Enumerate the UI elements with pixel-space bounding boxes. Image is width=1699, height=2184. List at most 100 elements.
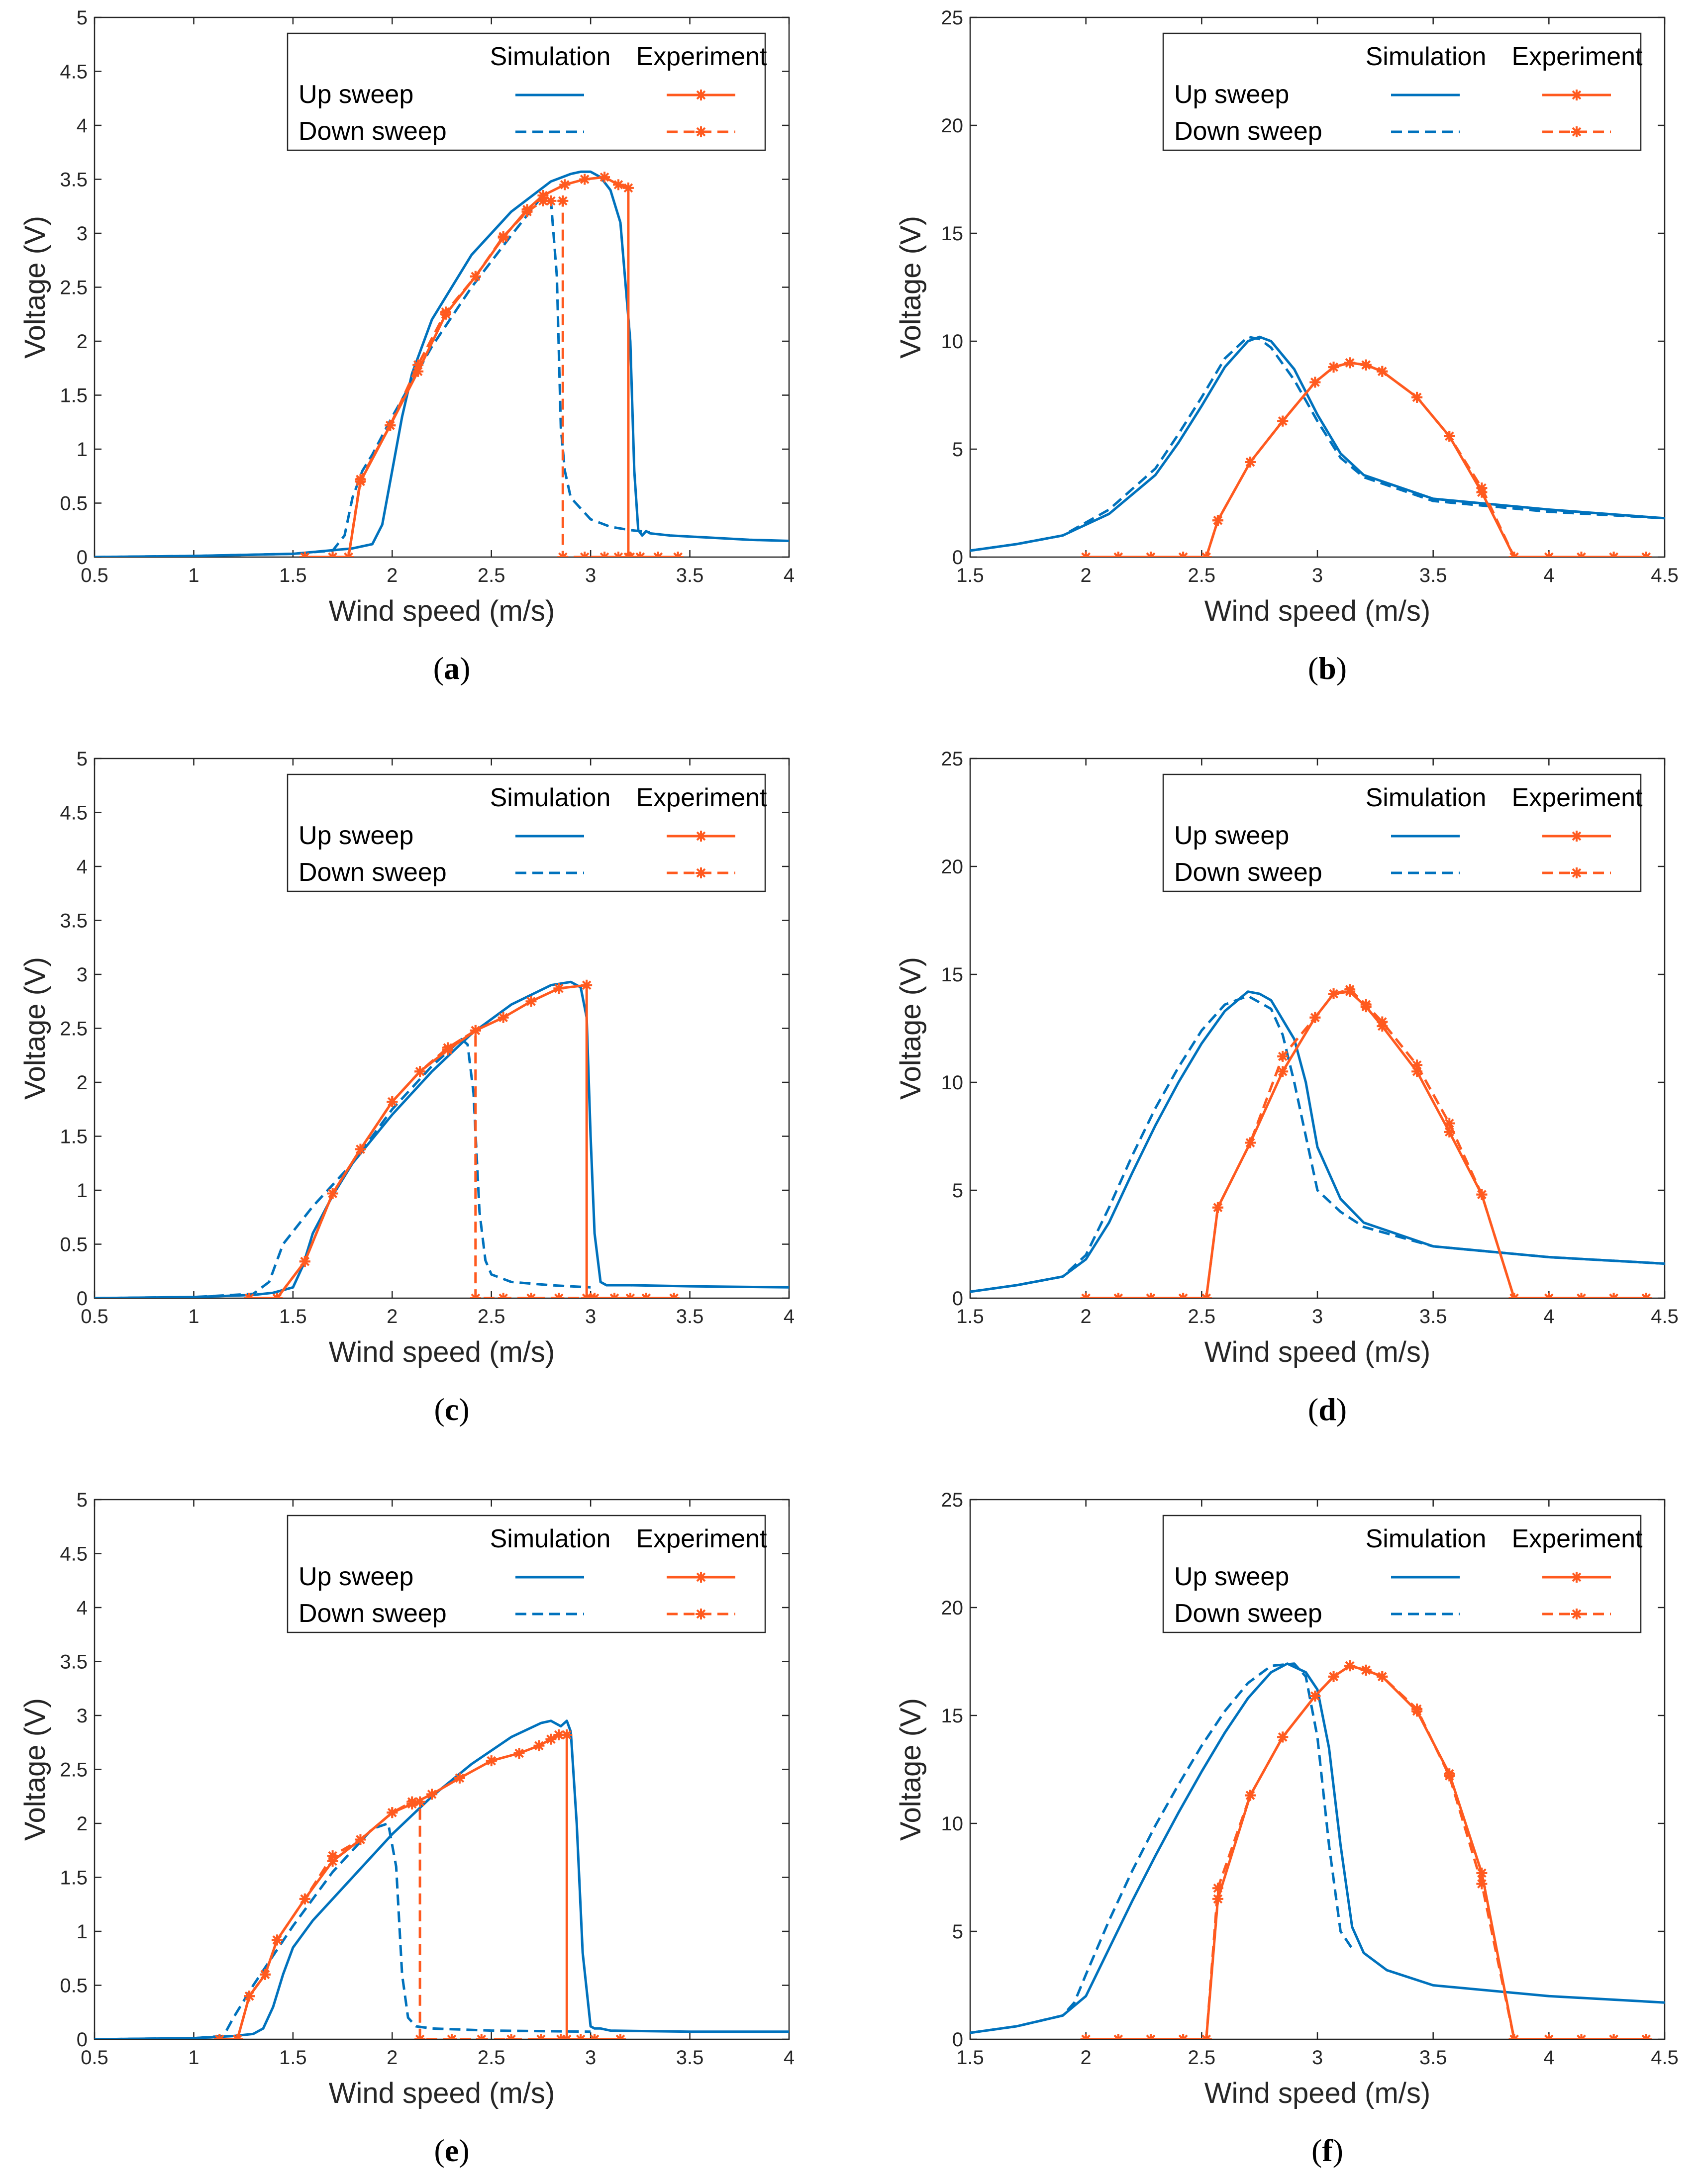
- x-tick-label: 3: [1312, 1306, 1323, 1328]
- panel-caption-d: (d): [1308, 1392, 1347, 1427]
- caption-letter: e: [445, 2133, 459, 2168]
- y-tick-label: 5: [77, 748, 88, 770]
- y-tick-label: 2.5: [60, 277, 88, 299]
- data-point-marker: [412, 359, 424, 371]
- series-line: [970, 990, 1665, 1293]
- y-tick-label: 3.5: [60, 1651, 88, 1673]
- y-tick-label: 5: [952, 1921, 963, 1943]
- legend-label-down-sweep: Down sweep: [299, 117, 447, 146]
- legend-label-down-sweep: Down sweep: [1174, 1599, 1322, 1628]
- x-tick-label: 4: [1543, 2047, 1554, 2069]
- data-point-marker: [1543, 552, 1555, 557]
- y-tick-label: 0: [77, 2029, 88, 2051]
- legend-marker: [696, 90, 706, 100]
- legend-header-experiment: Experiment: [1512, 783, 1643, 812]
- series-experiment-down-sweep: [299, 195, 684, 557]
- series-line: [219, 1801, 620, 2039]
- data-point-marker: [612, 552, 624, 557]
- data-point-marker: [1080, 552, 1092, 557]
- data-point-marker: [355, 1143, 366, 1155]
- data-point-marker: [634, 552, 646, 557]
- series-simulation-up-sweep: [95, 170, 789, 557]
- data-point-marker: [1277, 1731, 1289, 1743]
- data-point-marker: [1476, 1867, 1488, 1879]
- legend-marker: [1571, 1609, 1582, 1619]
- series-line: [95, 1038, 591, 1298]
- x-axis-label: Wind speed (m/s): [1204, 595, 1430, 627]
- y-tick-label: 2: [77, 331, 88, 353]
- data-point-marker: [1112, 552, 1124, 557]
- data-point-marker: [581, 979, 593, 991]
- series-simulation-up-sweep: [970, 335, 1665, 552]
- series-line: [95, 980, 789, 1298]
- data-point-marker: [1576, 552, 1587, 557]
- data-point-marker: [232, 2034, 243, 2039]
- data-point-marker: [1145, 1293, 1156, 1298]
- data-point-marker: [1145, 2034, 1156, 2039]
- data-point-marker: [1200, 2034, 1212, 2039]
- data-point-marker: [387, 1807, 398, 1818]
- data-point-marker: [299, 552, 310, 557]
- data-point-marker: [579, 174, 591, 185]
- legend-marker: [696, 831, 706, 842]
- legend-header-simulation: Simulation: [490, 783, 611, 812]
- legend-marker: [696, 1572, 706, 1583]
- y-tick-label: 2.5: [60, 1759, 88, 1781]
- data-point-marker: [652, 552, 664, 557]
- x-tick-label: 4: [784, 565, 795, 586]
- series-simulation-down-sweep: [970, 335, 1665, 552]
- legend-marker: [1571, 1572, 1582, 1583]
- x-tick-label: 3: [585, 1306, 596, 1328]
- data-point-marker: [498, 231, 509, 242]
- x-tick-label: 2.5: [478, 565, 505, 586]
- series-experiment-up-sweep: [1080, 1660, 1652, 2039]
- y-tick-label: 0: [77, 547, 88, 569]
- x-tick-label: 3.5: [676, 1306, 704, 1328]
- series-experiment-down-sweep: [1080, 1660, 1652, 2039]
- legend-header-experiment: Experiment: [636, 1524, 768, 1553]
- caption-open-paren: (: [1311, 2133, 1322, 2168]
- y-tick-label: 3: [77, 964, 88, 986]
- y-tick-label: 15: [941, 964, 964, 986]
- data-point-marker: [1309, 1012, 1321, 1023]
- data-point-marker: [1178, 1293, 1189, 1298]
- data-point-marker: [244, 1991, 255, 2002]
- data-point-marker: [581, 1293, 593, 1298]
- caption-close-paren: ): [1333, 2133, 1343, 2168]
- data-point-marker: [1476, 1878, 1488, 1890]
- data-point-marker: [1344, 357, 1356, 369]
- data-point-marker: [1344, 984, 1356, 995]
- data-point-marker: [414, 1796, 426, 1807]
- data-point-marker: [557, 552, 569, 557]
- data-point-marker: [559, 179, 571, 190]
- data-point-marker: [414, 1066, 426, 1077]
- series-line: [1086, 988, 1646, 1298]
- x-tick-label: 3.5: [676, 565, 704, 586]
- series-simulation-up-sweep: [95, 1719, 789, 2039]
- legend-label-up-sweep: Up sweep: [1174, 1562, 1289, 1591]
- data-point-marker: [214, 2034, 225, 2039]
- x-tick-label: 1.5: [279, 565, 307, 586]
- panel-a: 0.5 1 1.5 2 2.5 3 3.5 400.511.522.533.544.55Win…: [19, 7, 795, 686]
- data-point-marker: [614, 2034, 626, 2039]
- data-point-marker: [1344, 1660, 1356, 1672]
- x-tick-label: 0.5: [81, 565, 108, 586]
- series-experiment-up-sweep: [299, 172, 684, 557]
- x-tick-label: 4.5: [1651, 565, 1679, 586]
- data-point-marker: [1245, 1790, 1256, 1801]
- data-point-marker: [271, 1934, 283, 1946]
- y-axis-label: Voltage (V): [19, 957, 51, 1100]
- y-tick-label: 2: [77, 1072, 88, 1094]
- x-tick-label: 2: [1081, 1306, 1092, 1328]
- data-point-marker: [1328, 1671, 1339, 1682]
- x-tick-label: 2.5: [1188, 565, 1216, 586]
- caption-close-paren: ): [1336, 651, 1347, 686]
- data-point-marker: [1328, 988, 1339, 1000]
- series-line: [249, 984, 674, 1298]
- data-point-marker: [624, 552, 636, 557]
- data-point-marker: [299, 1893, 310, 1904]
- y-tick-label: 3.5: [60, 910, 88, 932]
- data-point-marker: [271, 1293, 283, 1298]
- legend-header-experiment: Experiment: [1512, 42, 1643, 71]
